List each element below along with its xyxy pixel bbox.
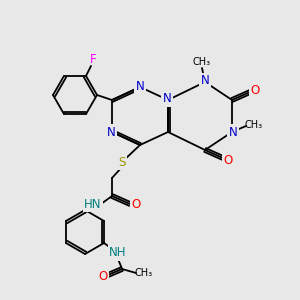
- Text: O: O: [98, 269, 108, 283]
- Text: O: O: [224, 154, 232, 166]
- Text: N: N: [163, 92, 171, 106]
- Text: N: N: [106, 125, 116, 139]
- Text: O: O: [250, 83, 260, 97]
- Text: N: N: [136, 80, 144, 92]
- Text: CH₃: CH₃: [135, 268, 153, 278]
- Text: CH₃: CH₃: [193, 57, 211, 67]
- Text: O: O: [131, 199, 141, 212]
- Text: HN: HN: [84, 197, 102, 211]
- Text: F: F: [90, 53, 96, 66]
- Text: N: N: [201, 74, 209, 88]
- Text: NH: NH: [109, 247, 127, 260]
- Text: S: S: [118, 155, 126, 169]
- Text: N: N: [229, 125, 237, 139]
- Text: CH₃: CH₃: [245, 120, 263, 130]
